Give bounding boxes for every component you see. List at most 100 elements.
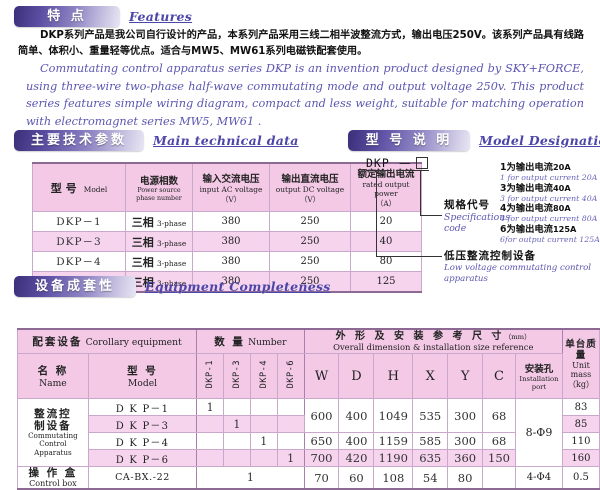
cell-dim-y: 300: [447, 398, 484, 433]
cell-qty-dkp1: [196, 449, 224, 467]
cell-dim-y: 360: [447, 449, 484, 467]
th-qty-dkp3-label: DKP-3: [231, 360, 242, 389]
option-cn-pre: 3为输出电流: [500, 182, 553, 194]
cell-dim-w: 650: [303, 432, 340, 450]
th-dimension-cn-line: 外 形 及 安 装 参 考 尺 寸（mm）: [306, 331, 561, 342]
option-cn-pre: 4为输出电流: [500, 203, 553, 215]
th-phase: 电源相数 Power source phase number: [125, 162, 193, 212]
cell-phase-en: 3-phase: [156, 278, 187, 288]
cell-group-name: 整流控 制设备 Commutating Control Apparatus: [17, 398, 89, 467]
th-qty-dkp4-label: DKP-4: [258, 360, 269, 389]
cell-qty-dkp3: [223, 449, 251, 467]
option-en: 4 for output current 80A: [500, 214, 598, 224]
th-ac-en: input AC voltage: [199, 184, 263, 194]
cell-dim-x: 54: [412, 466, 449, 490]
leader-line-base-vertical: [376, 170, 377, 256]
th-phase-cn: 电源相数: [139, 176, 178, 188]
table-row: 整流控 制设备 Commutating Control Apparatus D …: [17, 398, 600, 467]
option-cn: 4为输出电流80A: [500, 203, 600, 214]
option-cn-val: 20A: [552, 162, 571, 172]
cell-qty-dkp1: [196, 415, 224, 433]
th-qty-dkp1-label: DKP-1: [205, 360, 216, 389]
th-dc-voltage: 输出直流电压 output DC voltage （V）: [269, 162, 351, 212]
th-ac-unit: （V）: [220, 194, 242, 204]
th-ac-voltage: 输入交流电压 input AC voltage （V）: [192, 162, 270, 212]
cell-dim-d: 400: [338, 432, 375, 450]
th-dim-x: X: [412, 353, 449, 399]
th-qty-dkp4: DKP-4: [249, 353, 278, 399]
cell-phase-cn: 三相: [131, 215, 154, 229]
cell-dim-w: 70: [303, 466, 340, 490]
th-dim-y: Y: [447, 353, 484, 399]
leader-line-base-horizontal: [376, 256, 442, 257]
th-name: 名 称 Name: [17, 353, 89, 399]
cell-install-port: 4-Φ4: [514, 466, 563, 490]
cell-dim-y: 80: [447, 466, 484, 490]
th-dc-unit: （V）: [299, 194, 321, 204]
cell-dim-c: 68: [482, 432, 516, 450]
option-cn-val: 40A: [552, 182, 571, 193]
cell-group-name: 操 作 盒 Control box: [17, 466, 89, 490]
option-item: 6为输出电流125A 6for output current 125A: [500, 224, 600, 245]
section-designation-en: Model Designation: [479, 133, 600, 148]
cell-dim-h: 1049: [373, 398, 414, 433]
base-label: 低压整流控制设备 Low voltage commutating control…: [444, 248, 598, 285]
group-name-en2: Control: [39, 439, 67, 449]
th-unit-mass: 单台质量 Unit mass （kg）: [561, 328, 600, 399]
cell-model: D K P－1: [87, 398, 198, 416]
option-en: 1 for output current 20A: [500, 173, 598, 182]
table-row: DKP－3 三相 3-phase 380 250 40: [32, 231, 422, 252]
cell-qty-dkp4: [249, 398, 278, 416]
table-row: DKP－1 三相 3-phase 380 250 20: [32, 211, 422, 232]
cell-phase: 三相 3-phase: [125, 251, 193, 272]
section-features-en: Features: [129, 9, 193, 24]
th-model-en: Model: [83, 184, 108, 194]
th-model-cn: 型 号: [50, 181, 77, 195]
table-row: D K P－4 1 650 400 1159 585 300 68 110: [18, 432, 600, 450]
option-item: 1为输出电流20A 1 for output current 20A: [500, 162, 600, 183]
cell-mass: 160: [561, 449, 600, 467]
underline-box: [413, 170, 429, 171]
cell-model: CA-BX.-22: [87, 466, 198, 490]
cell-qty-dkp6: [276, 398, 305, 416]
th-mass-en1: Unit: [572, 360, 590, 370]
designation-placeholder-box: [416, 157, 428, 169]
cell-qty-dkp3: [223, 432, 251, 450]
cell-dim-h: 108: [373, 466, 414, 490]
section-technical-en: Main technical data: [153, 133, 299, 148]
cell-install-port: 8-Φ9: [514, 398, 563, 467]
cell-qty-dkp3: [223, 398, 251, 416]
option-cn: 3为输出电流40A: [500, 183, 600, 194]
cell-phase: 三相 3-phase: [125, 211, 193, 232]
cell-dim-x: 635: [412, 449, 449, 467]
cell-qty-dkp3: 1: [223, 415, 251, 433]
technical-data-table: 型 号 Model 电源相数 Power source phase number…: [32, 162, 422, 293]
th-qty-dkp1: DKP-1: [196, 353, 224, 399]
th-mass-cn: 单台质量: [565, 338, 597, 361]
cell-phase-en: 3-phase: [156, 238, 187, 248]
cell-dim-h: 1159: [373, 432, 414, 450]
cell-dim-w: 700: [303, 449, 340, 467]
cell-qty-dkp1: 1: [196, 398, 224, 416]
cell-current: 125: [350, 271, 422, 293]
th-name-en: Name: [39, 378, 67, 389]
cell-model: DKP－4: [32, 251, 126, 272]
th-qty-dkp6: DKP-6: [276, 353, 305, 399]
cell-dim-h: 1190: [373, 449, 414, 467]
th-phase-en: Power source phase number: [136, 187, 182, 202]
badge-features-label: 特 点: [47, 9, 87, 24]
th-dimension-en: Overall dimension & installation size re…: [333, 342, 534, 352]
option-item: 3为输出电流40A 3 for output current 40A: [500, 183, 600, 204]
group-name-en1: Commutating: [28, 430, 78, 440]
th-cur-en: rated output power: [362, 180, 410, 198]
base-cn: 低压整流控制设备: [444, 250, 536, 262]
th-install-port: 安装孔 Installation port: [514, 353, 563, 399]
cell-model: DKP－3: [32, 231, 126, 252]
intro-paragraph-cn: DKP系列产品是我公司自行设计的产品，本系列产品采用三线二相半波整流方式，输出电…: [18, 28, 584, 59]
cell-qty-dkp4: 1: [249, 432, 278, 450]
option-cn-pre: 1为输出电流: [500, 162, 553, 173]
section-header-features: 特 点 Features: [14, 6, 192, 27]
th-qty-dkp3: DKP-3: [223, 353, 251, 399]
option-en: 6for output current 125A: [500, 234, 600, 244]
